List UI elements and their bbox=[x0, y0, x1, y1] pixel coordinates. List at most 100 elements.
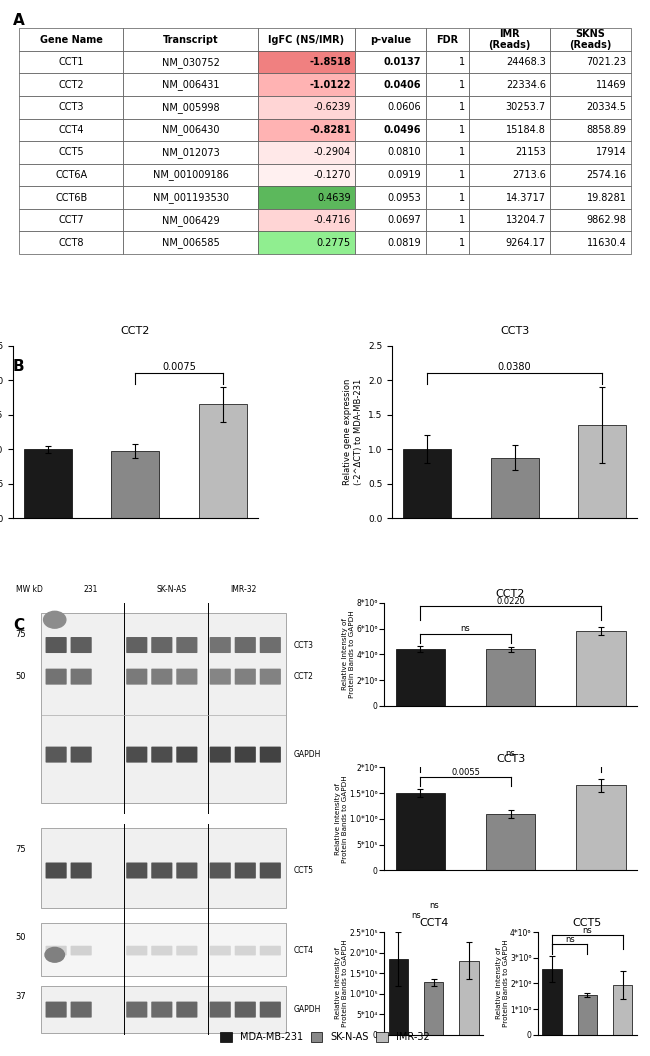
FancyBboxPatch shape bbox=[71, 1001, 92, 1018]
FancyBboxPatch shape bbox=[46, 863, 67, 879]
FancyBboxPatch shape bbox=[356, 29, 426, 51]
FancyBboxPatch shape bbox=[151, 637, 172, 653]
FancyBboxPatch shape bbox=[71, 863, 92, 879]
Text: ns: ns bbox=[506, 749, 515, 757]
FancyBboxPatch shape bbox=[469, 51, 550, 74]
FancyBboxPatch shape bbox=[260, 747, 281, 762]
Text: 0.2775: 0.2775 bbox=[317, 238, 351, 248]
Text: 0.0819: 0.0819 bbox=[388, 238, 421, 248]
FancyBboxPatch shape bbox=[260, 863, 281, 879]
FancyBboxPatch shape bbox=[176, 747, 198, 762]
Legend: MDA-MB-231, SK-N-AS, IMR-32: MDA-MB-231, SK-N-AS, IMR-32 bbox=[216, 1027, 434, 1045]
FancyBboxPatch shape bbox=[356, 209, 426, 231]
Text: 0.0137: 0.0137 bbox=[384, 57, 421, 68]
FancyBboxPatch shape bbox=[20, 164, 124, 186]
Text: A: A bbox=[13, 13, 25, 27]
Text: 21153: 21153 bbox=[515, 148, 546, 157]
Bar bbox=[491, 457, 539, 518]
FancyBboxPatch shape bbox=[550, 29, 630, 51]
FancyBboxPatch shape bbox=[210, 946, 231, 956]
FancyBboxPatch shape bbox=[469, 142, 550, 164]
FancyBboxPatch shape bbox=[20, 118, 124, 142]
FancyBboxPatch shape bbox=[550, 186, 630, 209]
Title: CCT4: CCT4 bbox=[419, 919, 448, 928]
FancyBboxPatch shape bbox=[210, 863, 231, 879]
FancyBboxPatch shape bbox=[176, 668, 198, 684]
Text: CCT2: CCT2 bbox=[58, 79, 84, 90]
FancyBboxPatch shape bbox=[426, 51, 469, 74]
Text: 9264.17: 9264.17 bbox=[506, 238, 546, 248]
FancyBboxPatch shape bbox=[20, 29, 124, 51]
Text: 22334.6: 22334.6 bbox=[506, 79, 546, 90]
Text: 2713.6: 2713.6 bbox=[512, 170, 546, 180]
Bar bbox=[576, 631, 625, 705]
Text: CCT5: CCT5 bbox=[58, 148, 84, 157]
FancyBboxPatch shape bbox=[550, 74, 630, 96]
FancyBboxPatch shape bbox=[426, 209, 469, 231]
Bar bbox=[396, 649, 445, 705]
FancyBboxPatch shape bbox=[151, 747, 172, 762]
Text: GAPDH: GAPDH bbox=[294, 750, 321, 759]
Text: 11630.4: 11630.4 bbox=[587, 238, 627, 248]
FancyBboxPatch shape bbox=[176, 637, 198, 653]
FancyBboxPatch shape bbox=[71, 946, 92, 956]
FancyBboxPatch shape bbox=[469, 29, 550, 51]
Text: 17914: 17914 bbox=[595, 148, 627, 157]
Text: 20334.5: 20334.5 bbox=[586, 102, 627, 112]
Text: 0.0919: 0.0919 bbox=[388, 170, 421, 180]
Text: 11469: 11469 bbox=[596, 79, 627, 90]
FancyBboxPatch shape bbox=[124, 74, 258, 96]
FancyBboxPatch shape bbox=[71, 747, 92, 762]
Text: 75: 75 bbox=[16, 630, 27, 639]
FancyBboxPatch shape bbox=[20, 209, 124, 231]
FancyBboxPatch shape bbox=[356, 118, 426, 142]
FancyBboxPatch shape bbox=[126, 668, 148, 684]
Text: CCT4: CCT4 bbox=[58, 125, 84, 135]
Y-axis label: Relative gene expression
(-2^ΔCT) to MDA-MB-231: Relative gene expression (-2^ΔCT) to MDA… bbox=[343, 379, 363, 485]
Text: 50: 50 bbox=[16, 934, 26, 942]
FancyBboxPatch shape bbox=[258, 51, 356, 74]
Text: 0.0055: 0.0055 bbox=[451, 768, 480, 776]
FancyBboxPatch shape bbox=[151, 1001, 172, 1018]
Text: -1.0122: -1.0122 bbox=[309, 79, 351, 90]
FancyBboxPatch shape bbox=[20, 96, 124, 118]
FancyBboxPatch shape bbox=[151, 946, 172, 956]
Text: 19.8281: 19.8281 bbox=[586, 192, 627, 203]
FancyBboxPatch shape bbox=[356, 186, 426, 209]
Y-axis label: Relative Intensity of
Protein Bands to GAPDH: Relative Intensity of Protein Bands to G… bbox=[342, 610, 355, 698]
Text: NM_001009186: NM_001009186 bbox=[153, 170, 229, 181]
FancyBboxPatch shape bbox=[41, 828, 285, 908]
Text: NM_012073: NM_012073 bbox=[162, 147, 220, 157]
Text: 75: 75 bbox=[16, 845, 27, 854]
Text: lgFC (NS/IMR): lgFC (NS/IMR) bbox=[268, 35, 344, 44]
FancyBboxPatch shape bbox=[258, 118, 356, 142]
FancyBboxPatch shape bbox=[469, 96, 550, 118]
Text: CCT1: CCT1 bbox=[58, 57, 84, 68]
Text: 0.0953: 0.0953 bbox=[387, 192, 421, 203]
Text: CCT3: CCT3 bbox=[294, 641, 314, 649]
FancyBboxPatch shape bbox=[176, 946, 198, 956]
Text: 0.0496: 0.0496 bbox=[384, 125, 421, 135]
FancyBboxPatch shape bbox=[235, 946, 256, 956]
FancyBboxPatch shape bbox=[260, 1001, 281, 1018]
FancyBboxPatch shape bbox=[20, 142, 124, 164]
Text: SK-N-AS: SK-N-AS bbox=[157, 585, 187, 595]
Text: 0.0220: 0.0220 bbox=[496, 597, 525, 605]
Text: MW kD: MW kD bbox=[16, 585, 43, 595]
Text: ns: ns bbox=[582, 926, 592, 935]
FancyBboxPatch shape bbox=[550, 118, 630, 142]
Text: 1: 1 bbox=[459, 125, 465, 135]
FancyBboxPatch shape bbox=[126, 946, 148, 956]
FancyBboxPatch shape bbox=[124, 118, 258, 142]
Text: 8858.89: 8858.89 bbox=[586, 125, 627, 135]
FancyBboxPatch shape bbox=[46, 1001, 67, 1018]
FancyBboxPatch shape bbox=[46, 668, 67, 684]
FancyBboxPatch shape bbox=[151, 863, 172, 879]
Text: -0.4716: -0.4716 bbox=[313, 215, 351, 225]
Text: NM_005998: NM_005998 bbox=[162, 101, 220, 113]
Text: CCT4: CCT4 bbox=[294, 946, 314, 955]
Text: 30253.7: 30253.7 bbox=[506, 102, 546, 112]
Text: IMR-32: IMR-32 bbox=[231, 585, 257, 595]
FancyBboxPatch shape bbox=[550, 142, 630, 164]
FancyBboxPatch shape bbox=[550, 231, 630, 253]
